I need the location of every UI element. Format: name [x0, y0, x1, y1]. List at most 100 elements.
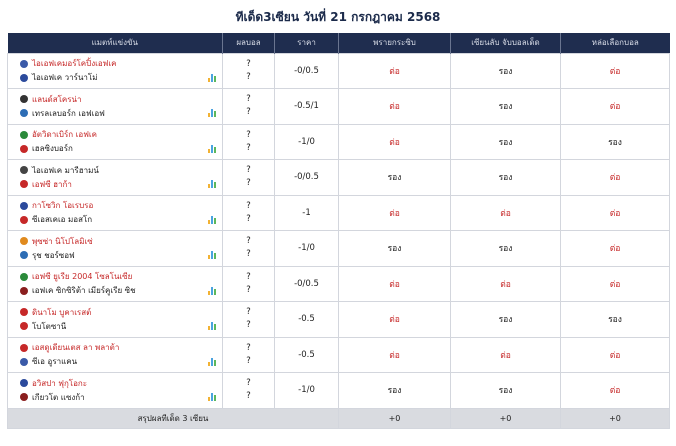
tipster-3-pick: ต่อ — [560, 88, 670, 125]
table-row: อัตวิดาเบิร์ก เอฟเค เฮลซิงบอร์ก ? ? -1/0… — [7, 123, 670, 160]
result-cell: ? ? — [222, 194, 275, 231]
stats-chart-icon[interactable] — [208, 109, 216, 118]
home-team-logo-icon — [20, 166, 28, 175]
home-team: แลนด์สโครน่า — [20, 92, 216, 106]
result-cell: ? ? — [222, 88, 275, 125]
home-team-logo-icon — [20, 59, 28, 68]
price-cell: -1/0 — [274, 123, 339, 160]
result-cell: ? ? — [222, 336, 275, 373]
match-cell[interactable]: กาโซวิก โอเรบรอ ซีเอสเคเอ มอสโก — [7, 194, 223, 231]
match-cell[interactable]: อัตวิดาเบิร์ก เอฟเค เฮลซิงบอร์ก — [7, 123, 223, 160]
price-cell: -0.5 — [274, 336, 339, 373]
home-team: ดินาโม บูคาเรสต์ — [20, 305, 216, 319]
tipster-3-pick: รอง — [560, 123, 670, 160]
table-row: ไอเอฟเคมอร์โคปิ้งเอฟเค ไอเอฟเค วาร์นาโม่… — [7, 52, 670, 89]
tipster-1-pick: ต่อ — [338, 123, 451, 160]
stats-chart-icon[interactable] — [208, 73, 216, 82]
tipster-1-pick: ต่อ — [338, 88, 451, 125]
score-home: ? — [246, 378, 251, 389]
stats-chart-icon[interactable] — [208, 393, 216, 402]
away-team: รุช ชอร์ซอฟ — [20, 248, 75, 262]
tipster-2-pick: รอง — [450, 230, 561, 267]
match-cell[interactable]: เอฟซี ยูเรีย 2004 โซลโนเซีย เอฟเค ซิกซิร… — [7, 265, 223, 302]
table-row: อวิสปา ฟุกุโอกะ เกียวโต แซงก้า ? ? -1/0 … — [7, 372, 670, 409]
score-home: ? — [246, 94, 251, 105]
price-cell: -0/0.5 — [274, 159, 339, 196]
home-team-name: พุซซ่า นิโปโลมิเซ่ — [32, 236, 93, 246]
home-team-logo-icon — [20, 201, 28, 210]
tips-table: แมตท์แข่งขัน ผลบอล ราคา พรายกระซิบ เซียน… — [7, 33, 670, 429]
summary-tipster-2: +0 — [450, 407, 561, 429]
match-cell[interactable]: พุซซ่า นิโปโลมิเซ่ รุช ชอร์ซอฟ — [7, 230, 223, 267]
match-cell[interactable]: ดินาโม บูคาเรสต์ โบโตซานี — [7, 301, 223, 338]
home-team-name: กาโซวิก โอเรบรอ — [32, 201, 94, 211]
tipster-1-pick: รอง — [338, 159, 451, 196]
score-away: ? — [246, 142, 251, 153]
away-team-name: รุช ชอร์ซอฟ — [32, 250, 75, 260]
stats-chart-icon[interactable] — [208, 215, 216, 224]
stats-chart-icon[interactable] — [208, 322, 216, 331]
away-team: ซีเอสเคเอ มอสโก — [20, 213, 92, 227]
summary-tipster-3: +0 — [560, 407, 670, 429]
score-home: ? — [246, 200, 251, 211]
away-team: เกียวโต แซงก้า — [20, 390, 85, 404]
away-team: ซีเอ อูราแคน — [20, 355, 77, 369]
away-team-logo-icon — [20, 109, 28, 118]
match-cell[interactable]: ไอเอฟเคมอร์โคปิ้งเอฟเค ไอเอฟเค วาร์นาโม่ — [7, 52, 223, 89]
score-home: ? — [246, 271, 251, 282]
match-cell[interactable]: แลนด์สโครน่า เทรลเลบอร์ก เอฟเอฟ — [7, 88, 223, 125]
tipster-2-pick: รอง — [450, 88, 561, 125]
match-cell[interactable]: เอสดูเดียนเตส ลา พลาต้า ซีเอ อูราแคน — [7, 336, 223, 373]
score-away: ? — [246, 391, 251, 402]
home-team-name: ไอเอฟเคมอร์โคปิ้งเอฟเค — [32, 59, 117, 69]
match-cell[interactable]: อวิสปา ฟุกุโอกะ เกียวโต แซงก้า — [7, 372, 223, 409]
result-cell: ? ? — [222, 372, 275, 409]
price-cell: -1 — [274, 194, 339, 231]
stats-chart-icon[interactable] — [208, 286, 216, 295]
score-away: ? — [246, 178, 251, 189]
home-team-logo-icon — [20, 130, 28, 139]
stats-chart-icon[interactable] — [208, 251, 216, 260]
tipster-2-pick: รอง — [450, 52, 561, 89]
home-team-name: เอฟซี ยูเรีย 2004 โซลโนเซีย — [32, 272, 133, 282]
home-team-logo-icon — [20, 343, 28, 352]
score-away: ? — [246, 213, 251, 224]
away-team-logo-icon — [20, 322, 28, 331]
score-home: ? — [246, 129, 251, 140]
price-cell: -0.5 — [274, 301, 339, 338]
summary-label: สรุปผลทีเด็ด 3 เซียน — [7, 407, 339, 429]
price-cell: -1/0 — [274, 372, 339, 409]
away-team-logo-icon — [20, 73, 28, 82]
result-cell: ? ? — [222, 265, 275, 302]
home-team-logo-icon — [20, 272, 28, 281]
stats-chart-icon[interactable] — [208, 144, 216, 153]
away-team-name: ซีเอสเคเอ มอสโก — [32, 215, 93, 225]
away-team-name: ไอเอฟเค วาร์นาโม่ — [32, 73, 98, 83]
tipster-3-pick: ต่อ — [560, 336, 670, 373]
home-team-name: อวิสปา ฟุกุโอกะ — [32, 378, 88, 388]
away-team-name: เฮลซิงบอร์ก — [32, 144, 73, 154]
home-team-name: ดินาโม บูคาเรสต์ — [32, 307, 92, 317]
home-team: ไอเอฟเค มารีฮามน์ — [20, 163, 216, 177]
stats-chart-icon[interactable] — [208, 180, 216, 189]
home-team-name: แลนด์สโครน่า — [32, 94, 82, 104]
column-header-tipster-1: พรายกระซิบ — [338, 33, 451, 53]
tipster-2-pick: ต่อ — [450, 265, 561, 302]
home-team-name: อัตวิดาเบิร์ก เอฟเค — [32, 130, 97, 140]
tipster-3-pick: ต่อ — [560, 52, 670, 89]
tipster-1-pick: ต่อ — [338, 52, 451, 89]
result-cell: ? ? — [222, 123, 275, 160]
away-team: เอฟเค ซิกซิริต้า เมียร์คูเรีย ซิช — [20, 284, 136, 298]
home-team: กาโซวิก โอเรบรอ — [20, 199, 216, 213]
price-cell: -1/0 — [274, 230, 339, 267]
summary-row: สรุปผลทีเด็ด 3 เซียน +0 +0 +0 — [7, 407, 670, 429]
home-team: อัตวิดาเบิร์ก เอฟเค — [20, 128, 216, 142]
tipster-1-pick: ต่อ — [338, 194, 451, 231]
tipster-3-pick: ต่อ — [560, 159, 670, 196]
result-cell: ? ? — [222, 52, 275, 89]
tipster-1-pick: ต่อ — [338, 301, 451, 338]
stats-chart-icon[interactable] — [208, 357, 216, 366]
match-cell[interactable]: ไอเอฟเค มารีฮามน์ เอฟซี ฮาก้า — [7, 159, 223, 196]
tipster-3-pick: ต่อ — [560, 230, 670, 267]
